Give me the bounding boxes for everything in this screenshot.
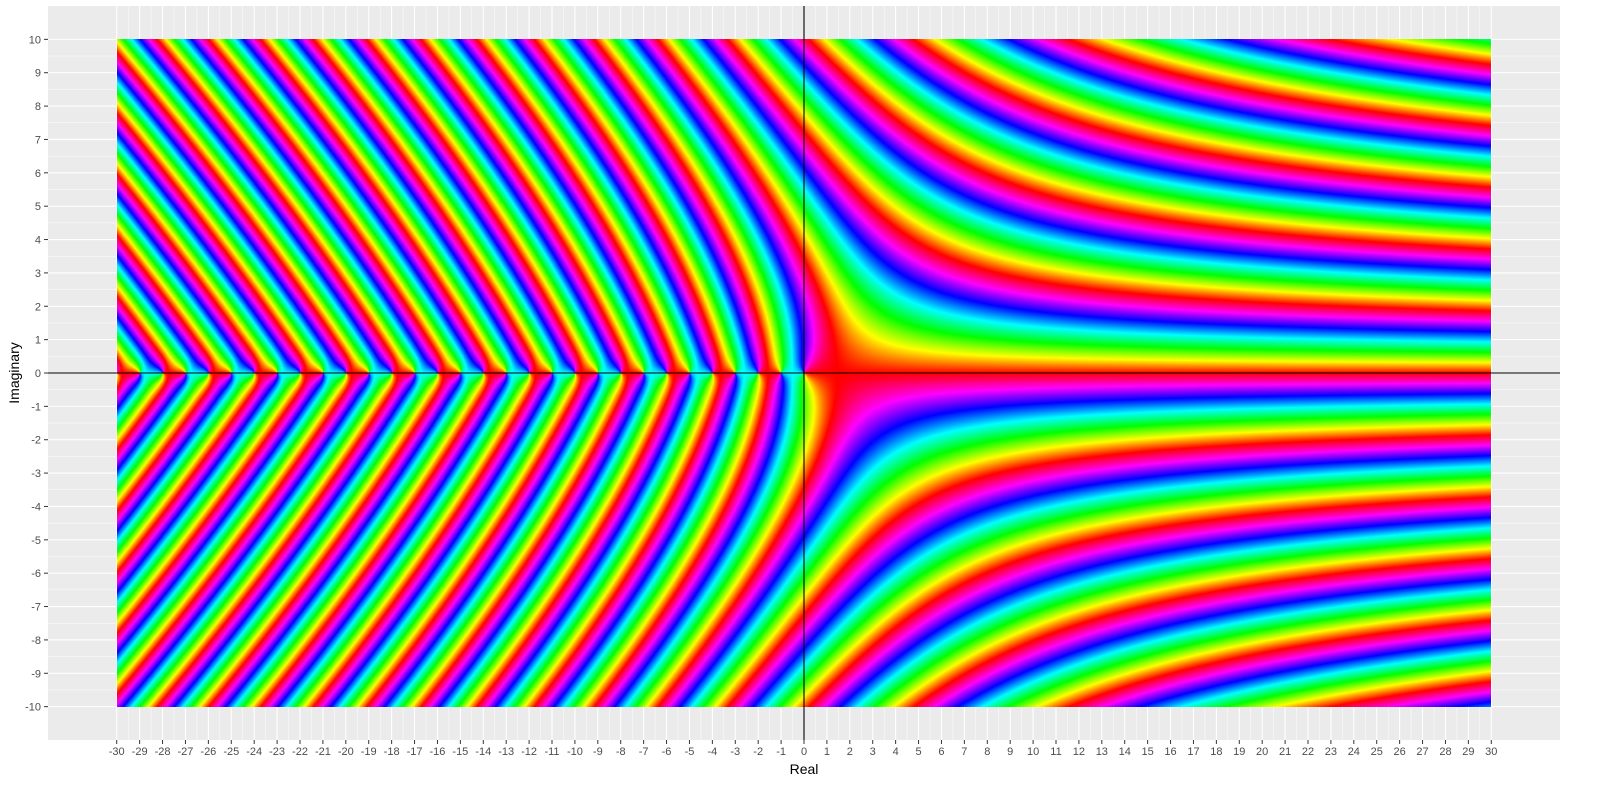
x-tick-label: 24 bbox=[1348, 746, 1360, 758]
x-tick-label: 19 bbox=[1233, 746, 1245, 758]
x-tick-label: 28 bbox=[1439, 746, 1451, 758]
x-tick-label: 26 bbox=[1394, 746, 1406, 758]
x-tick-label: -15 bbox=[452, 746, 468, 758]
y-tick-label: -10 bbox=[25, 702, 41, 714]
x-tick-label: -20 bbox=[338, 746, 354, 758]
x-tick-label: 13 bbox=[1096, 746, 1108, 758]
x-tick-label: -18 bbox=[384, 746, 400, 758]
y-tick-label: 1 bbox=[35, 335, 41, 347]
y-tick-label: -5 bbox=[31, 535, 41, 547]
y-axis-title: Imaginary bbox=[6, 342, 22, 403]
x-tick-label: -23 bbox=[269, 746, 285, 758]
x-tick-label: 29 bbox=[1462, 746, 1474, 758]
x-tick-label: -8 bbox=[616, 746, 626, 758]
x-tick-label: 10 bbox=[1027, 746, 1039, 758]
x-tick-label: 21 bbox=[1279, 746, 1291, 758]
y-tick-label: -6 bbox=[31, 568, 41, 580]
y-tick-label: -9 bbox=[31, 668, 41, 680]
x-tick-label: -29 bbox=[132, 746, 148, 758]
y-tick-label: -4 bbox=[31, 501, 41, 513]
x-axis-ticks: -30 -29 -28 -27 -26 -25 -24 -23 -22 -21 -20 -19 -18-… bbox=[109, 740, 1497, 758]
x-tick-label: -4 bbox=[707, 746, 717, 758]
y-tick-label: -8 bbox=[31, 635, 41, 647]
x-tick-label: 5 bbox=[915, 746, 921, 758]
x-tick-label: 22 bbox=[1302, 746, 1314, 758]
y-tick-label: 7 bbox=[35, 134, 41, 146]
x-tick-label: -10 bbox=[567, 746, 583, 758]
x-tick-label: -1 bbox=[776, 746, 786, 758]
x-tick-label: 9 bbox=[1007, 746, 1013, 758]
x-tick-label: -19 bbox=[361, 746, 377, 758]
x-tick-label: -22 bbox=[292, 746, 308, 758]
x-tick-label: 23 bbox=[1325, 746, 1337, 758]
x-axis-title: Real bbox=[790, 761, 819, 777]
y-tick-label: 3 bbox=[35, 268, 41, 280]
y-tick-label: 4 bbox=[35, 235, 41, 247]
x-tick-label: -30 bbox=[109, 746, 125, 758]
y-tick-label: 5 bbox=[35, 201, 41, 213]
y-tick-label: 6 bbox=[35, 168, 41, 180]
y-tick-label: 9 bbox=[35, 68, 41, 80]
y-tick-label: -2 bbox=[31, 435, 41, 447]
x-tick-label: -26 bbox=[200, 746, 216, 758]
x-tick-label: -5 bbox=[685, 746, 695, 758]
x-tick-label: 15 bbox=[1142, 746, 1154, 758]
x-tick-label: -11 bbox=[544, 746, 559, 758]
x-tick-label: -9 bbox=[593, 746, 603, 758]
x-tick-label: 4 bbox=[893, 746, 899, 758]
x-tick-label: 1 bbox=[824, 746, 830, 758]
x-tick-label: -28 bbox=[155, 746, 171, 758]
x-tick-label: 6 bbox=[938, 746, 944, 758]
x-tick-label: 20 bbox=[1256, 746, 1268, 758]
x-tick-label: 7 bbox=[961, 746, 967, 758]
x-tick-label: -16 bbox=[430, 746, 446, 758]
y-tick-label: 2 bbox=[35, 301, 41, 313]
x-tick-label: -12 bbox=[521, 746, 537, 758]
x-tick-label: 8 bbox=[984, 746, 990, 758]
x-tick-label: -3 bbox=[730, 746, 740, 758]
x-tick-label: 17 bbox=[1187, 746, 1199, 758]
x-tick-label: -24 bbox=[246, 746, 262, 758]
x-tick-label: -13 bbox=[498, 746, 514, 758]
x-tick-label: 3 bbox=[870, 746, 876, 758]
y-tick-label: -1 bbox=[31, 401, 41, 413]
x-tick-label: -27 bbox=[178, 746, 194, 758]
x-tick-label: 11 bbox=[1050, 746, 1061, 758]
x-tick-label: -2 bbox=[753, 746, 763, 758]
x-tick-label: -21 bbox=[315, 746, 331, 758]
x-tick-label: 0 bbox=[801, 746, 807, 758]
x-tick-label: 27 bbox=[1416, 746, 1428, 758]
x-tick-label: 12 bbox=[1073, 746, 1085, 758]
x-tick-label: 30 bbox=[1485, 746, 1497, 758]
y-tick-label: 8 bbox=[35, 101, 41, 113]
y-tick-label: -3 bbox=[31, 468, 41, 480]
x-tick-label: -6 bbox=[662, 746, 672, 758]
y-tick-label: -7 bbox=[31, 602, 41, 614]
x-tick-label: -17 bbox=[407, 746, 423, 758]
x-tick-label: -7 bbox=[639, 746, 649, 758]
x-tick-label: 25 bbox=[1371, 746, 1383, 758]
x-tick-label: 16 bbox=[1164, 746, 1176, 758]
x-tick-label: -25 bbox=[223, 746, 239, 758]
y-tick-label: 10 bbox=[29, 34, 41, 46]
y-tick-label: 0 bbox=[35, 368, 41, 380]
x-tick-label: 14 bbox=[1119, 746, 1131, 758]
x-tick-label: 18 bbox=[1210, 746, 1222, 758]
x-tick-label: -14 bbox=[475, 746, 491, 758]
x-tick-label: 2 bbox=[847, 746, 853, 758]
